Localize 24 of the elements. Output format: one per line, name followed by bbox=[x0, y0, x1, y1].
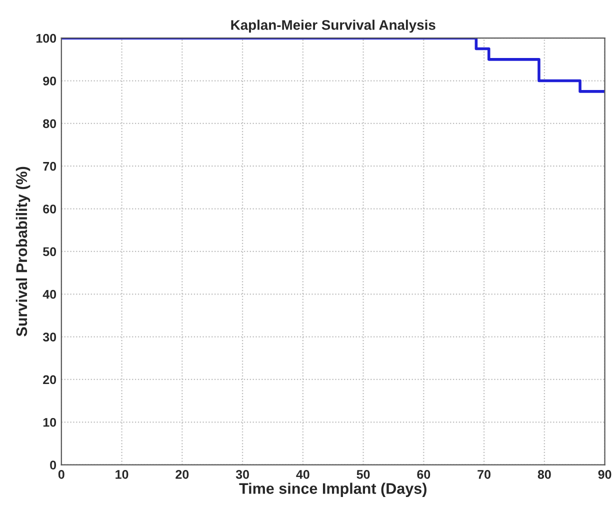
y-tick-label: 100 bbox=[36, 34, 56, 43]
chart-title: Kaplan-Meier Survival Analysis bbox=[231, 20, 436, 33]
x-tick-label: 50 bbox=[356, 470, 370, 479]
y-tick-label: 70 bbox=[43, 162, 56, 171]
x-tick-label: 70 bbox=[478, 470, 490, 479]
x-axis-title: Time since Implant (Days) bbox=[239, 482, 426, 497]
x-tick-label: 60 bbox=[417, 470, 430, 479]
y-tick-label: 90 bbox=[43, 76, 56, 86]
x-tick-label: 20 bbox=[176, 470, 189, 479]
y-tick-label: 0 bbox=[50, 460, 56, 470]
y-tick-label: 60 bbox=[43, 204, 56, 214]
y-tick-label: 50 bbox=[43, 247, 56, 256]
y-tick-label: 40 bbox=[42, 290, 56, 299]
y-tick-label: 20 bbox=[43, 375, 56, 384]
x-tick-label: 40 bbox=[296, 470, 310, 479]
y-tick-label: 80 bbox=[43, 119, 56, 128]
x-tick-label: 10 bbox=[116, 470, 128, 479]
x-tick-label: 30 bbox=[236, 470, 249, 479]
y-tick-label: 10 bbox=[43, 418, 56, 427]
x-tick-label: 0 bbox=[58, 470, 64, 479]
x-tick-label: 90 bbox=[598, 470, 612, 479]
y-axis-title: Survival Probability (%) bbox=[16, 166, 30, 336]
y-tick-label: 30 bbox=[42, 332, 56, 342]
x-tick-label: 80 bbox=[538, 470, 551, 479]
